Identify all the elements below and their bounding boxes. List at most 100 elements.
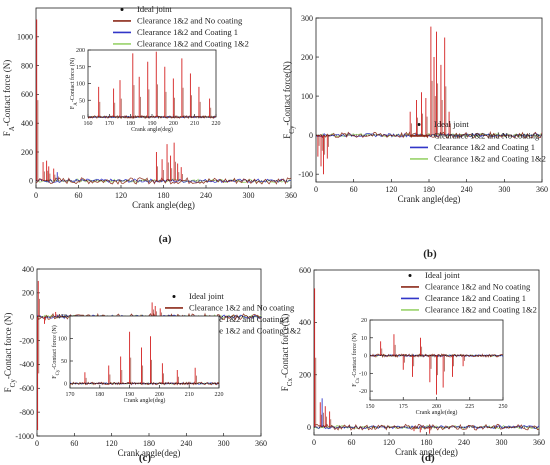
panel-c-inset-ytick-label: 100 <box>58 337 67 343</box>
panel-d-series-c1 <box>313 424 540 430</box>
panel-c-inset-xtick-label: 170 <box>66 392 75 398</box>
panel-a-legend-label-ideal: Ideal joint <box>137 4 172 14</box>
panel-c-xtick-label: 0 <box>35 439 39 448</box>
panel-d-xtick-label: 240 <box>458 438 470 447</box>
panel-d-ytick-label: 400 <box>299 318 311 327</box>
panel-d-series-nc <box>313 423 540 431</box>
panel-b-ytick-label: 300 <box>301 14 313 23</box>
panel-c-ytick-label: 400 <box>22 265 34 274</box>
panel-a-inset-xtick-label: 170 <box>105 121 114 127</box>
panel-c-ytick-label: 200 <box>22 289 34 298</box>
panel-a-ytick-label: 600 <box>21 90 33 99</box>
panel-d-inset-xtick-label: 250 <box>499 404 508 410</box>
panel-c-inset-ytick-label: 150 <box>58 314 67 320</box>
panel-a-xtick-label: 180 <box>158 191 170 200</box>
panel-a-inset-plot-frame <box>87 49 217 118</box>
panel-d-inset-series-nc <box>369 353 504 358</box>
panel-a-xlabel: Crank angle(deg) <box>132 200 195 210</box>
panel-a-inset-xtick-label: 180 <box>126 121 135 127</box>
panel-a-inset-xtick-label: 210 <box>190 121 199 127</box>
panel-a-legend-label-nc: Clearance 1&2 and No coating <box>137 16 243 26</box>
panel-b-xtick-label: 60 <box>350 185 358 194</box>
panel-d-inset-ytick-label: 10 <box>361 336 367 342</box>
panel-d-xtick-label: 300 <box>496 438 508 447</box>
panel-a-inset-ytick-label: 200 <box>76 48 85 54</box>
panel-b-xtick-label: 0 <box>314 185 318 194</box>
panel-d-inset-xtick-label: 200 <box>432 404 441 410</box>
panel-a-inset-ytick-label: 150 <box>76 65 85 71</box>
panel-d-inset-ytick-label: -20 <box>359 389 367 395</box>
panel-c-inset-xtick-label: 210 <box>185 392 194 398</box>
panel-d-inset-xtick-label: 150 <box>366 404 375 410</box>
panel-d-ytick-label: 200 <box>299 371 311 380</box>
panel-a-inset-ytick-label: 100 <box>76 82 85 88</box>
panel-a-xtick-label: 360 <box>285 191 297 200</box>
panel-d-legend-label-nc: Clearance 1&2 and No coating <box>425 282 531 292</box>
panel-d-xlabel: Crank angle(deg) <box>395 447 458 457</box>
panel-c-xtick-label: 180 <box>143 439 155 448</box>
panel-c-inset-ylabel: FCy-Contact force (N) <box>51 325 61 379</box>
panel-a-xtick-label: 240 <box>200 191 212 200</box>
panel-a-inset-series-nc <box>87 114 217 120</box>
panel-b-legend-label-c12: Clearance 1&2 and Coating 1&2 <box>434 154 546 164</box>
panel-a-ytick-label: 1000 <box>17 33 33 42</box>
panel-b-legend-label-c1: Clearance 1&2 and Coating 1 <box>434 142 535 152</box>
panel-a-inset-xtick-label: 160 <box>84 121 93 127</box>
panel-c-inset-xtick-label: 190 <box>125 392 134 398</box>
panel-c-xtick-label: 300 <box>218 439 230 448</box>
panel-c-ytick-label: -1000 <box>15 432 34 441</box>
panel-a-inset-ytick-label: 0 <box>82 115 85 121</box>
panel-b-xlabel: Crank angle(deg) <box>398 194 461 204</box>
panel-a: 0 60 120 180 240 300 36002004006008001000Crank… <box>2 4 297 245</box>
panel-d-xtick-label: 360 <box>533 438 545 447</box>
panel-c-ytick-label: 0 <box>30 313 34 322</box>
panel-b-xtick-label: 300 <box>498 185 510 194</box>
panel-a-legend-marker-ideal <box>120 7 124 11</box>
panel-d-inset-ytick-label: 0 <box>364 354 367 360</box>
panel-c-ytick-label: -400 <box>19 360 34 369</box>
panel-a-inset-ytick-label: 50 <box>79 98 85 104</box>
panel-d-legend-marker-ideal <box>408 273 412 277</box>
panel-d-xtick-label: 0 <box>312 438 316 447</box>
panel-a-ytick-label: 200 <box>21 148 33 157</box>
panel-b-xtick-label: 360 <box>536 185 548 194</box>
panel-c-ylabel: FCy-Contact force (N) <box>3 313 17 393</box>
panel-b-legend-marker-ideal <box>417 122 421 126</box>
panel-c-inset-xtick-label: 220 <box>215 392 224 398</box>
panel-c-legend-label-ideal: Ideal joint <box>189 291 224 301</box>
panel-b-xtick-label: 240 <box>461 185 473 194</box>
panel-c-inset-plot-frame <box>69 315 220 389</box>
panel-c-xtick-label: 240 <box>180 439 192 448</box>
panel-d-inset-ytick-label: 20 <box>361 318 367 324</box>
panel-d-label: (d) <box>421 452 435 464</box>
panel-d-ytick-label: 0 <box>307 423 311 432</box>
panel-a-ytick-label: 800 <box>21 61 33 70</box>
panel-a-inset-ylabel: FA-Contact force (N) <box>69 58 79 109</box>
panel-c-xtick-label: 120 <box>106 439 118 448</box>
panel-d-xtick-label: 180 <box>421 438 433 447</box>
panel-a-ytick-label: 0 <box>29 177 33 186</box>
panel-c-inset-series-nc <box>69 381 220 386</box>
panel-b-ytick-label: 0 <box>309 131 313 140</box>
panel-a-xtick-label: 60 <box>75 191 83 200</box>
panel-b-legend-label-ideal: Ideal joint <box>434 119 469 129</box>
panel-b-legend-label-nc: Clearance 1&2 and No coating <box>434 131 540 141</box>
panel-a-ytick-label: 400 <box>21 119 33 128</box>
panel-d-inset-xtick-label: 225 <box>465 404 474 410</box>
panel-c-legend-marker-ideal <box>172 294 176 298</box>
panel-a-legend-label-c12: Clearance 1&2 and Coating 1&2 <box>137 39 249 49</box>
panel-d-inset: 150 175 200 225 250 -20 -10 0 10 20 Crank angle(de… <box>351 318 508 416</box>
panel-c-ytick-label: -600 <box>19 384 34 393</box>
panel-a-inset-xtick-label: 220 <box>212 121 221 127</box>
panel-c-ytick-label: -800 <box>19 408 34 417</box>
panel-c-xtick-label: 60 <box>70 439 78 448</box>
panel-c-inset: 170 180 190 200 210 220 0 50 100 150 Crank angle(d… <box>51 314 224 404</box>
panel-c-inset-ytick-label: 50 <box>61 359 67 365</box>
panel-a-inset-xlabel: Crank angle(deg) <box>131 126 173 133</box>
panel-d-legend-label-ideal: Ideal joint <box>425 270 460 280</box>
panel-c-xtick-label: 360 <box>255 439 267 448</box>
panel-d-ytick-label: 600 <box>299 266 311 275</box>
panel-a-inset-xtick-label: 190 <box>148 121 157 127</box>
